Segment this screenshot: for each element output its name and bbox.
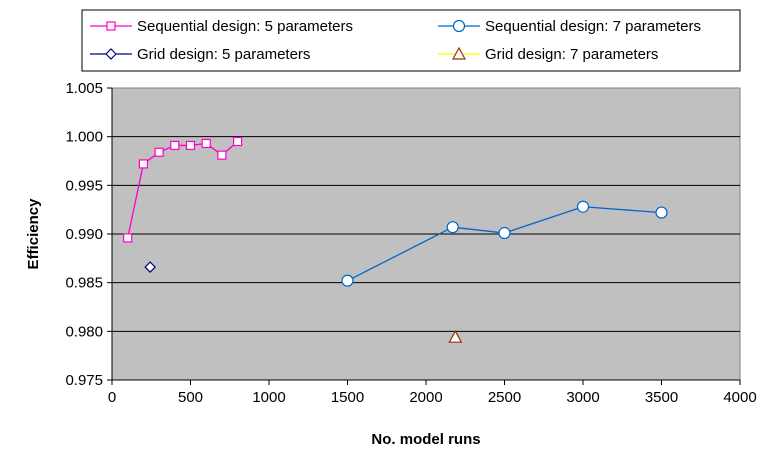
legend-label: Grid design: 5 parameters xyxy=(137,46,310,63)
legend-entry-4: Grid design: 7 parameters xyxy=(438,46,658,63)
y-axis-title: Efficiency xyxy=(25,198,42,270)
axes: 0.975 0.980 0.985 0.990 0.995 1.000 1.005 0 500 1… xyxy=(65,80,756,406)
legend-label: Sequential design: 7 parameters xyxy=(485,18,701,35)
x-tick-label: 1500 xyxy=(331,389,364,406)
data-point xyxy=(341,274,354,287)
gridlines xyxy=(112,136,740,332)
series-2 xyxy=(341,200,668,287)
legend-entry-3: Grid design: 5 parameters xyxy=(90,46,310,63)
y-tick-label: 0.975 xyxy=(65,372,103,389)
x-tick-label: 500 xyxy=(178,389,203,406)
series-3 xyxy=(144,261,156,273)
data-point xyxy=(233,136,243,147)
legend-marker xyxy=(451,46,467,60)
series-4 xyxy=(448,329,463,343)
series-1 xyxy=(123,136,243,243)
legend-label: Sequential design: 5 parameters xyxy=(137,18,353,35)
y-tick-label: 0.990 xyxy=(65,226,103,243)
x-tick-label: 0 xyxy=(108,389,116,406)
data-point xyxy=(154,147,164,157)
legend-marker xyxy=(105,48,117,60)
series xyxy=(123,136,668,343)
x-tick-label: 1000 xyxy=(252,389,285,406)
legend-marker xyxy=(452,19,466,33)
y-tick-label: 1.005 xyxy=(65,80,103,97)
y-tick-label: 0.985 xyxy=(65,275,103,292)
legend-marker xyxy=(106,21,116,31)
data-point xyxy=(576,200,590,213)
data-point xyxy=(448,329,463,343)
data-point xyxy=(144,261,156,273)
data-point xyxy=(170,140,180,151)
x-tick-label: 3500 xyxy=(645,389,678,406)
legend-entry-1: Sequential design: 5 parameters xyxy=(90,18,353,35)
y-tick-label: 1.000 xyxy=(65,129,103,146)
legend-entry-2: Sequential design: 7 parameters xyxy=(438,18,701,35)
x-tick-label: 3000 xyxy=(566,389,599,406)
data-point xyxy=(446,221,459,234)
data-point xyxy=(185,140,196,151)
data-point xyxy=(201,138,211,149)
data-point xyxy=(217,150,227,160)
legend-box xyxy=(81,9,741,72)
x-axis-title: No. model runs xyxy=(371,431,480,448)
data-point xyxy=(123,233,133,243)
x-tick-label: 4000 xyxy=(723,389,756,406)
data-point xyxy=(498,226,511,240)
x-tick-label: 2500 xyxy=(488,389,521,406)
data-point xyxy=(655,206,668,219)
legend-label: Grid design: 7 parameters xyxy=(485,46,658,63)
data-point xyxy=(138,159,148,169)
y-tick-label: 0.980 xyxy=(65,323,103,340)
y-tick-label: 0.995 xyxy=(65,177,103,194)
x-tick-label: 2000 xyxy=(409,389,442,406)
legend: Sequential design: 5 parameters Sequentia… xyxy=(81,9,741,72)
